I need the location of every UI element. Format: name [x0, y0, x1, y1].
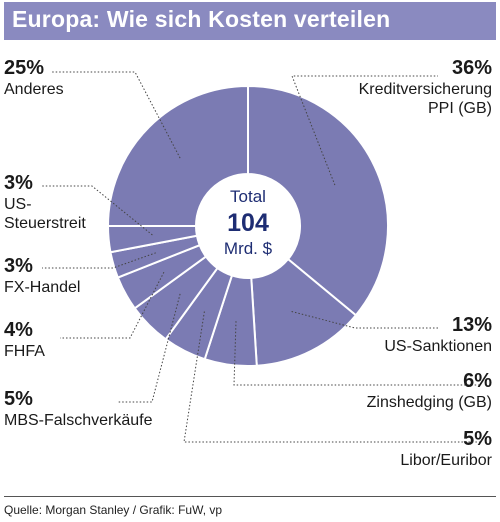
slice-percent: 5% — [463, 428, 492, 450]
slice-percent: 3% — [4, 255, 33, 277]
leader-line-6 — [42, 252, 156, 269]
slice-percent: 36% — [451, 57, 492, 79]
label-fx-handel: 3% FX-Handel — [4, 254, 80, 297]
label-mbs: 5% MBS-Falschverkäufe — [4, 387, 153, 430]
leader-line-3 — [183, 311, 480, 443]
center-total-unit: Mrd. $ — [223, 239, 273, 258]
leader-line-2 — [233, 321, 480, 386]
slice-percent: 5% — [4, 388, 33, 410]
center-total-label: Total — [230, 187, 266, 206]
slice-name: MBS-Falschverkäufe — [4, 412, 153, 429]
title-bar: Europa: Wie sich Kosten verteilen — [4, 2, 496, 40]
footer-divider — [4, 496, 496, 497]
label-anderes: 25% Anderes — [4, 56, 64, 99]
leader-line-8 — [52, 71, 181, 159]
slice-0 — [247, 84, 389, 317]
leader-line-5 — [60, 271, 165, 339]
slice-percent: 13% — [451, 314, 492, 336]
label-kreditversicherung: 36% Kreditversicherung PPI (GB) — [342, 56, 492, 118]
slice-name: FX-Handel — [4, 279, 81, 296]
slice-percent: 4% — [4, 319, 33, 341]
leader-line-7 — [42, 185, 153, 236]
label-zinshedging: 6% Zinshedging (GB) — [367, 369, 492, 412]
slice-name: Zinshedging (GB) — [366, 394, 492, 411]
slice-percent: 25% — [4, 57, 45, 79]
leader-line-4 — [118, 293, 181, 403]
slice-name: FHFA — [4, 343, 45, 360]
slice-8 — [106, 84, 249, 227]
label-us-steuerstreit: 3% US-Steuerstreit — [4, 171, 86, 233]
label-us-sanktionen: 13% US-Sanktionen — [384, 313, 492, 356]
center-total: Total 104 Mrd. $ — [198, 186, 298, 260]
slice-name: US-Sanktionen — [384, 338, 492, 355]
label-fhfa: 4% FHFA — [4, 318, 45, 361]
leader-line-0 — [291, 75, 438, 186]
slice-name: Libor/Euribor — [400, 452, 492, 469]
leader-line-1 — [291, 311, 440, 329]
center-total-value: 104 — [227, 209, 269, 237]
slice-name: US-Steuerstreit — [4, 196, 86, 233]
slice-percent: 6% — [463, 370, 492, 392]
label-libor: 5% Libor/Euribor — [400, 427, 492, 470]
source-note: Quelle: Morgan Stanley / Grafik: FuW, vp — [4, 503, 223, 517]
slice-percent: 3% — [4, 172, 33, 194]
slice-name: Kreditversicherung PPI (GB) — [358, 81, 492, 118]
chart-title: Europa: Wie sich Kosten verteilen — [12, 6, 391, 32]
slice-name: Anderes — [4, 81, 64, 98]
